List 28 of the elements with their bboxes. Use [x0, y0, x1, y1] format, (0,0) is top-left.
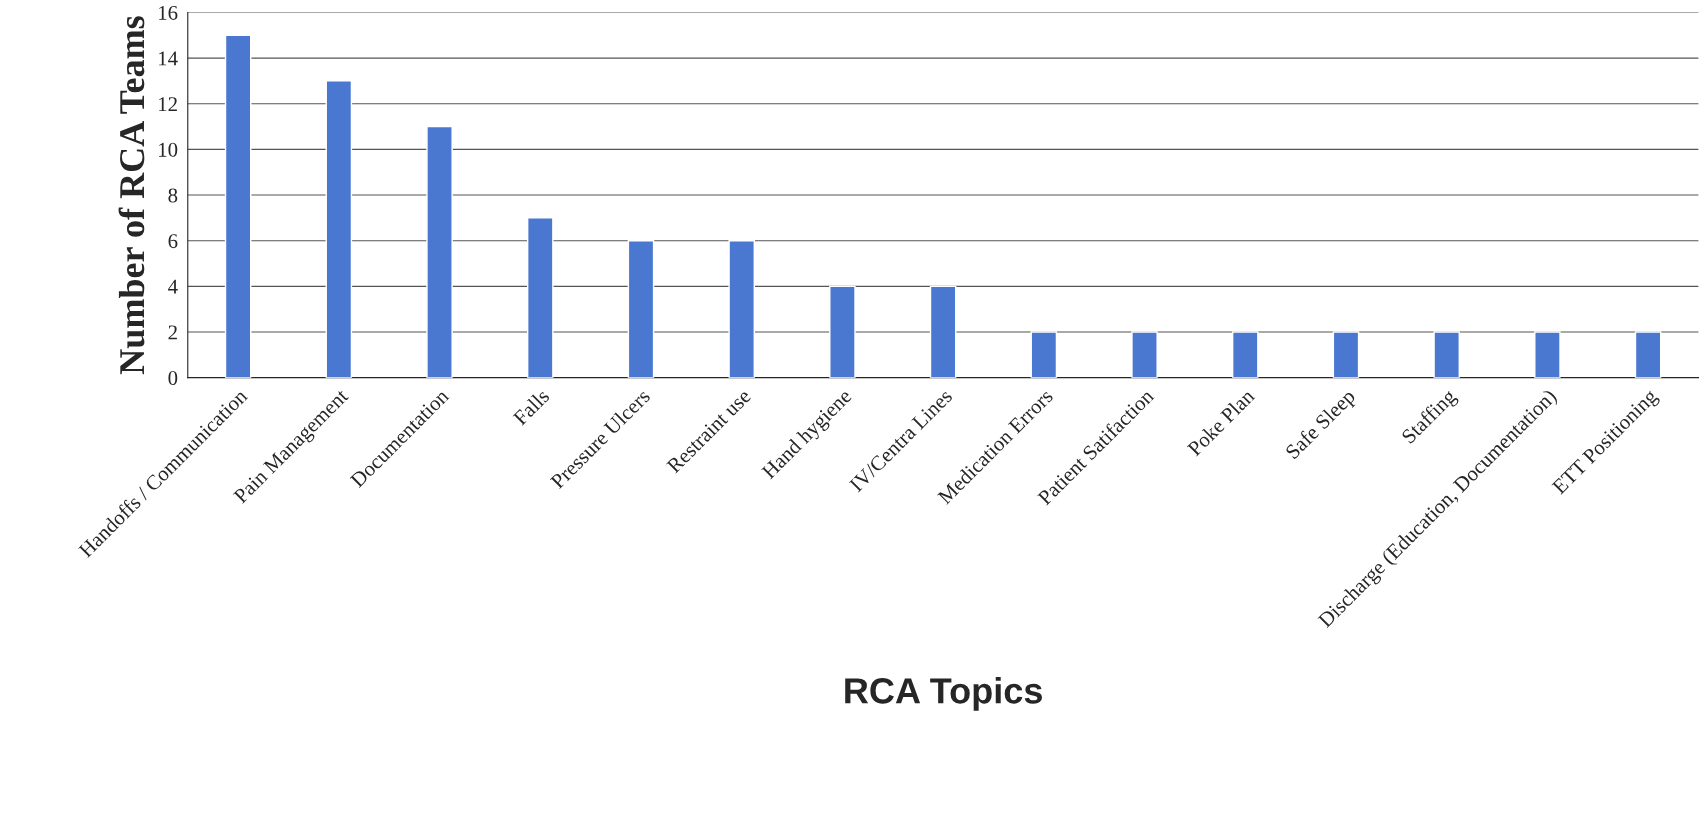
bar [829, 285, 856, 378]
bar [1231, 331, 1259, 378]
bar [1131, 331, 1158, 378]
x-tick-label: Poke Plan [1186, 387, 1256, 457]
x-axis-title: RCA Topics [845, 677, 1042, 711]
y-tick-label: 0 [168, 371, 178, 386]
bar [1634, 331, 1662, 378]
bar [1030, 331, 1058, 378]
bar [929, 285, 957, 378]
y-tick-label: 14 [159, 51, 178, 66]
bar [526, 217, 554, 378]
y-tick-label: 2 [168, 325, 177, 340]
bar [1534, 331, 1561, 378]
bar [325, 80, 353, 378]
y-tick-label: 10 [159, 142, 178, 157]
y-tick-label: 16 [159, 5, 178, 20]
y-axis-title: Number of RCA Teams [118, 16, 145, 375]
bar [224, 34, 252, 378]
bar [1433, 331, 1460, 378]
y-tick-label: 6 [168, 234, 178, 249]
bar [426, 125, 453, 378]
bar [627, 240, 655, 378]
bar [728, 240, 755, 378]
y-tick-label: 8 [168, 188, 178, 203]
x-tick-label: Falls [512, 387, 551, 426]
y-tick-label: 4 [168, 279, 178, 294]
y-tick-label: 12 [159, 97, 177, 111]
bar [1332, 331, 1360, 378]
